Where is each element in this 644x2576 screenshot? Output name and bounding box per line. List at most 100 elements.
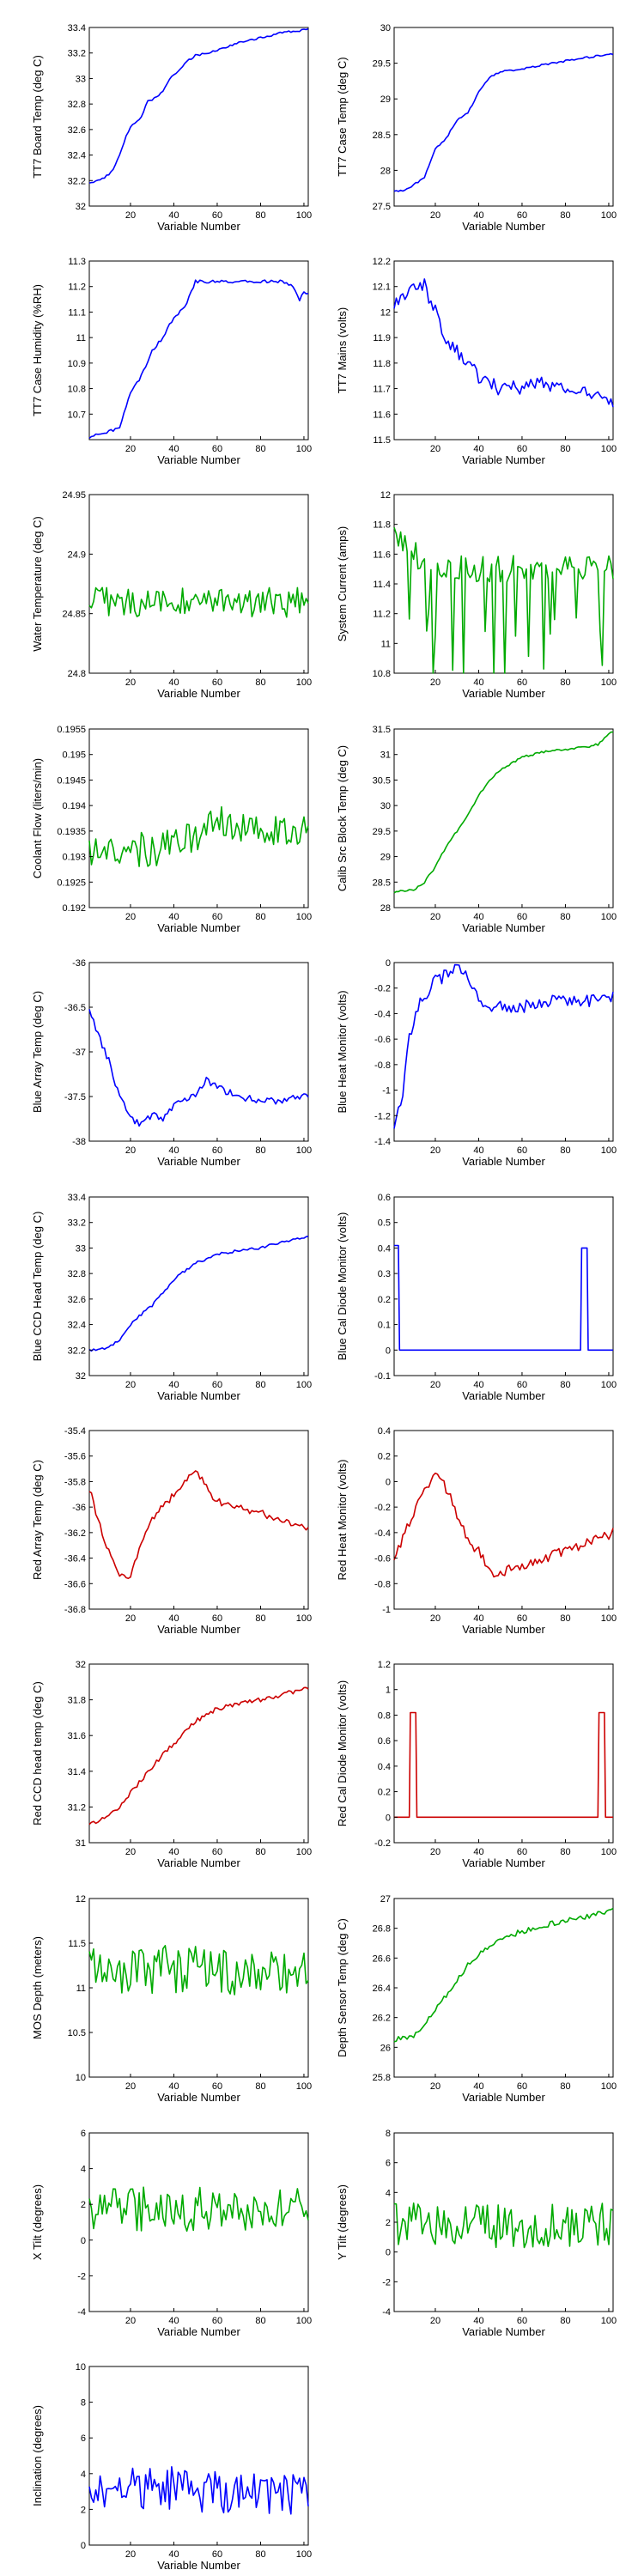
- y-tick-label: 8: [81, 2398, 86, 2409]
- x-tick-label: 40: [168, 1145, 179, 1156]
- y-axis-label: Coolant Flow (liters/min): [31, 758, 44, 878]
- y-tick-label: 0: [81, 2541, 86, 2551]
- series-line: [393, 963, 614, 1129]
- x-tick-label: 80: [560, 1380, 570, 1390]
- plot-area: [88, 962, 309, 1142]
- y-tick-label: 0.6: [378, 1736, 391, 1747]
- y-tick-label: 0.4: [378, 1243, 391, 1254]
- y-tick-label: -36: [72, 1503, 86, 1513]
- x-tick-label: 100: [296, 444, 312, 454]
- y-tick-label: 32.4: [68, 151, 86, 161]
- x-tick-label: 80: [255, 1847, 265, 1857]
- y-axis-label: Red CCD head temp (deg C): [31, 1681, 44, 1826]
- y-tick-label: 10: [76, 2073, 86, 2083]
- y-tick-label: 11.5: [68, 1939, 86, 1949]
- y-tick-label: 27: [380, 1894, 391, 1905]
- x-axis-label: Variable Number: [157, 2091, 240, 2104]
- plot-area: [88, 27, 309, 207]
- y-tick-label: 1.2: [378, 1660, 391, 1670]
- y-tick-label: 30: [380, 23, 391, 33]
- x-tick-label: 60: [212, 444, 222, 454]
- x-tick-label: 80: [560, 912, 570, 922]
- y-tick-label: -2: [382, 2277, 391, 2287]
- y-tick-label: 31.6: [68, 1731, 86, 1741]
- x-axis-label: Variable Number: [462, 220, 545, 233]
- y-tick-label: 32.2: [68, 1346, 86, 1356]
- y-tick-label: 4: [81, 2470, 86, 2480]
- series-line: [393, 278, 614, 408]
- x-tick-label: 100: [601, 444, 617, 454]
- x-tick-label: 40: [168, 912, 179, 922]
- y-tick-label: 31.8: [68, 1696, 86, 1706]
- y-tick-label: 11.2: [373, 610, 391, 620]
- x-tick-label: 100: [601, 210, 617, 221]
- chart-panel-1: 20 40 60 80 100 32 32.2 32.4 32.6 32.8 33 33.2 33.4 V…: [31, 23, 312, 233]
- x-axis-label: Variable Number: [462, 1856, 545, 1869]
- chart-panel-21: 20 40 60 80 100 0 2 4 6 8 10 Variable Number Inclina…: [31, 2362, 312, 2572]
- x-tick-label: 40: [473, 2316, 483, 2326]
- plot-area: [393, 260, 614, 440]
- y-tick-label: -35.8: [64, 1477, 86, 1487]
- x-tick-label: 40: [168, 444, 179, 454]
- series-line: [88, 2466, 309, 2515]
- x-tick-label: 20: [430, 1847, 440, 1857]
- y-tick-label: 0: [386, 1813, 391, 1823]
- y-tick-label: -36.8: [64, 1605, 86, 1615]
- y-tick-label: 10.7: [68, 410, 86, 420]
- x-tick-label: 80: [560, 1847, 570, 1857]
- y-tick-label: 12.2: [373, 257, 391, 267]
- x-tick-label: 60: [212, 2081, 222, 2092]
- x-tick-label: 100: [601, 1847, 617, 1857]
- series-line: [394, 1244, 613, 1352]
- x-axis-label: Variable Number: [462, 1623, 545, 1636]
- x-tick-label: 80: [255, 2316, 265, 2326]
- x-tick-label: 60: [212, 210, 222, 221]
- x-tick-label: 80: [560, 2081, 570, 2092]
- y-tick-label: 2: [81, 2200, 86, 2210]
- y-tick-label: 2: [386, 2218, 391, 2228]
- y-tick-label: 0.4: [378, 1762, 391, 1772]
- x-tick-label: 20: [430, 1380, 440, 1390]
- plot-area: [393, 728, 614, 908]
- chart-panel-5: 20 40 60 80 100 24.8 24.85 24.9 24.95 Variable Nu…: [31, 490, 312, 700]
- y-tick-label: 24.9: [68, 550, 86, 560]
- y-tick-label: 30.5: [373, 775, 391, 786]
- chart-panel-11: 20 40 60 80 100 32 32.2 32.4 32.6 32.8 33 33.2 33.4 V…: [31, 1193, 312, 1402]
- x-tick-label: 20: [430, 1613, 440, 1624]
- y-tick-label: -1: [382, 1086, 391, 1097]
- x-tick-label: 40: [473, 677, 483, 688]
- x-axis-label: Variable Number: [157, 1155, 240, 1168]
- y-axis-label: Blue Heat Monitor (volts): [336, 990, 349, 1113]
- x-tick-label: 80: [560, 210, 570, 221]
- y-tick-label: -35.4: [64, 1426, 86, 1437]
- y-tick-label: 10: [76, 2362, 86, 2372]
- chart-panel-10: 20 40 60 80 100 -1.4 -1.2 -1 -0.8 -0.6 -0.4 -0.2 0 Va…: [336, 958, 617, 1168]
- chart-panel-16: 20 40 60 80 100 -0.2 0 0.2 0.4 0.6 0.8 1 1.2 Variable…: [336, 1660, 617, 1869]
- y-tick-label: 11.9: [373, 333, 391, 343]
- y-tick-label: 11.1: [68, 307, 86, 318]
- x-tick-label: 60: [212, 2316, 222, 2326]
- y-tick-label: 26.4: [373, 1984, 391, 1994]
- y-tick-label: -37.5: [64, 1092, 86, 1103]
- x-tick-label: 40: [473, 1613, 483, 1624]
- y-tick-label: -37: [72, 1048, 86, 1058]
- x-tick-label: 40: [168, 677, 179, 688]
- chart-panel-12: 20 40 60 80 100 -0.1 0 0.1 0.2 0.3 0.4 0.5 0.6 Variab…: [336, 1193, 617, 1402]
- y-tick-label: 32.2: [68, 176, 86, 186]
- y-axis-label: TT7 Case Temp (deg C): [336, 57, 349, 176]
- x-axis-label: Variable Number: [462, 1155, 545, 1168]
- x-tick-label: 60: [517, 1613, 527, 1624]
- x-tick-label: 60: [517, 2316, 527, 2326]
- x-tick-label: 80: [255, 912, 265, 922]
- x-tick-label: 20: [125, 1145, 136, 1156]
- x-tick-label: 100: [296, 1380, 312, 1390]
- x-tick-label: 20: [430, 677, 440, 688]
- y-axis-label: Red Array Temp (deg C): [31, 1460, 44, 1580]
- x-tick-label: 100: [296, 912, 312, 922]
- x-tick-label: 40: [473, 444, 483, 454]
- x-tick-label: 60: [517, 444, 527, 454]
- x-tick-label: 20: [125, 2549, 136, 2560]
- plot-area: [393, 1430, 614, 1610]
- y-tick-label: 33.4: [68, 23, 86, 33]
- chart-panel-15: 20 40 60 80 100 31 31.2 31.4 31.6 31.8 32 Variable …: [31, 1660, 312, 1869]
